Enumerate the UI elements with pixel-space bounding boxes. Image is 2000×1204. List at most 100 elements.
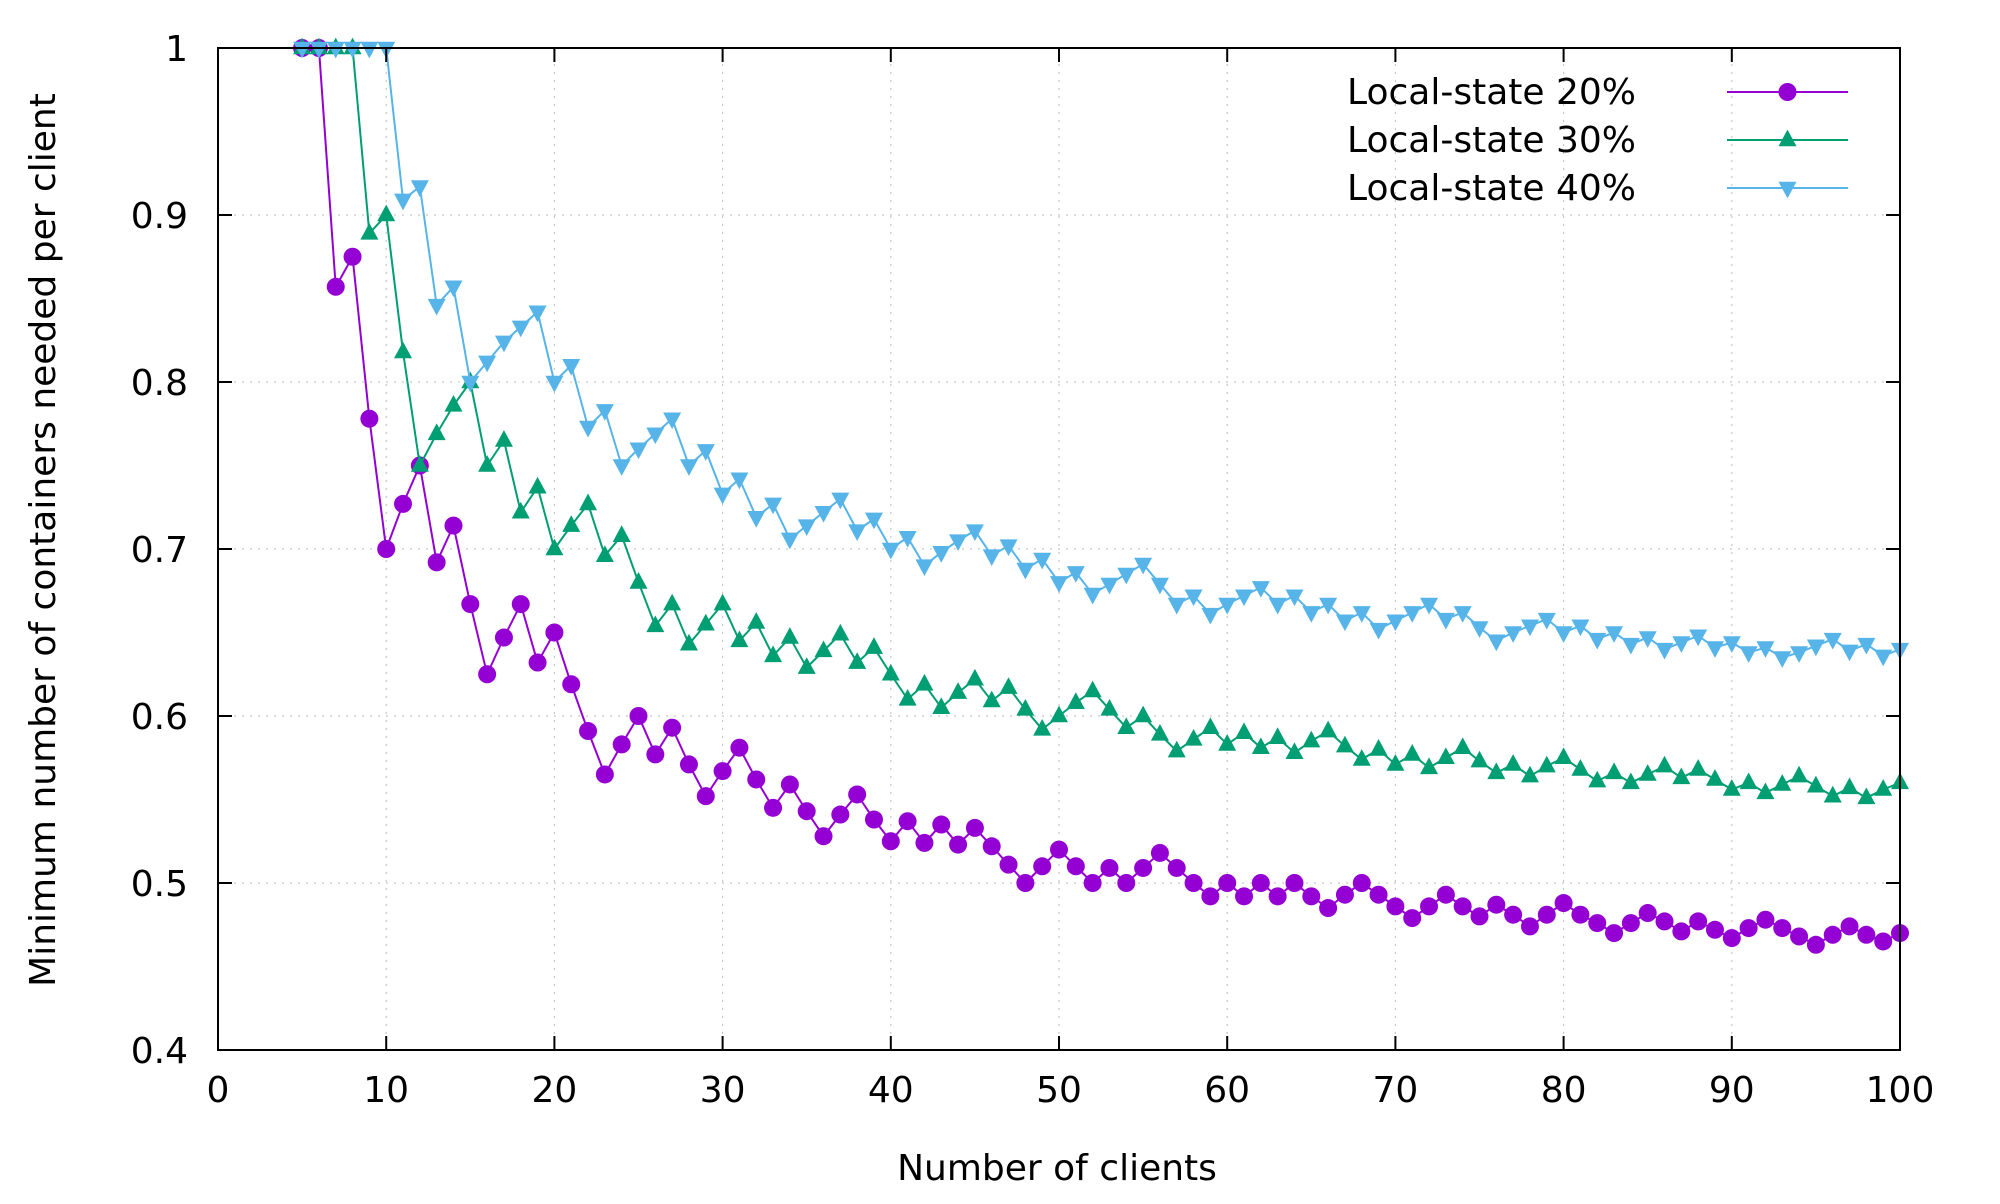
- data-point: [360, 41, 379, 59]
- data-point: [1083, 587, 1102, 605]
- data-point: [629, 572, 648, 589]
- data-point: [1369, 885, 1388, 904]
- data-point: [1638, 764, 1657, 781]
- data-point: [1369, 739, 1388, 756]
- data-point: [1352, 749, 1371, 766]
- data-point: [780, 627, 799, 644]
- data-point: [713, 487, 732, 505]
- data-point: [1689, 912, 1708, 931]
- data-point: [410, 455, 429, 472]
- data-point: [1184, 729, 1203, 746]
- x-tick-label: 10: [363, 1070, 409, 1111]
- data-point: [1201, 887, 1220, 906]
- x-axis-title: Number of clients: [897, 1148, 1217, 1189]
- data-point: [949, 534, 968, 551]
- data-point: [1790, 765, 1809, 783]
- data-point: [797, 657, 816, 674]
- data-point: [1672, 922, 1691, 941]
- data-point: [1352, 874, 1371, 892]
- data-point: [898, 688, 917, 706]
- data-point: [1436, 612, 1455, 630]
- data-point: [965, 668, 984, 686]
- data-point: [831, 805, 850, 824]
- legend-item-2: Local-state 30%: [1347, 120, 1848, 161]
- data-point: [1066, 857, 1085, 876]
- data-point: [814, 640, 833, 658]
- data-point: [747, 510, 766, 528]
- data-point: [1520, 765, 1539, 783]
- data-point: [1050, 840, 1068, 859]
- data-point: [562, 359, 581, 376]
- data-point: [949, 682, 968, 699]
- x-tick-label: 80: [1541, 1070, 1587, 1111]
- data-point: [1100, 858, 1119, 877]
- data-point: [309, 41, 328, 59]
- data-point: [1016, 698, 1035, 716]
- data-point: [1033, 719, 1052, 736]
- data-point: [1335, 885, 1354, 904]
- data-point: [780, 775, 799, 794]
- data-point: [646, 427, 665, 445]
- data-point: [814, 505, 833, 523]
- data-point: [1756, 641, 1775, 658]
- data-point: [1235, 887, 1254, 906]
- data-point: [1840, 644, 1859, 662]
- legend-label: Local-state 30%: [1347, 120, 1636, 161]
- data-point: [1705, 920, 1724, 939]
- data-point: [377, 540, 396, 558]
- data-point: [595, 545, 614, 562]
- data-point: [1302, 730, 1321, 748]
- data-point: [562, 515, 581, 532]
- data-point: [1588, 914, 1607, 933]
- data-point: [377, 204, 396, 222]
- data-point: [1050, 705, 1068, 723]
- data-point: [1739, 646, 1758, 663]
- data-point: [1773, 651, 1792, 668]
- grid: [218, 48, 1900, 1050]
- data-point: [1504, 754, 1523, 771]
- data-point: [1285, 742, 1304, 760]
- data-point: [1285, 874, 1304, 892]
- data-point: [1066, 692, 1085, 709]
- y-tick-label: 0.8: [131, 363, 188, 404]
- data-point: [848, 652, 867, 669]
- data-point: [1184, 589, 1203, 607]
- data-point: [343, 41, 362, 59]
- data-point: [848, 785, 867, 804]
- data-point: [1251, 737, 1270, 755]
- data-point: [1184, 874, 1203, 892]
- data-point: [511, 595, 530, 614]
- legend-item-1: Local-state 20%: [1347, 72, 1848, 113]
- data-point: [730, 738, 749, 757]
- data-point: [1150, 724, 1169, 741]
- data-point: [579, 722, 598, 741]
- data-point: [1739, 919, 1758, 938]
- data-point: [1150, 577, 1169, 595]
- data-point: [1722, 779, 1741, 796]
- data-point: [394, 193, 413, 211]
- y-tick-label: 0.7: [131, 530, 188, 571]
- data-point: [1537, 755, 1556, 773]
- data-point: [1806, 775, 1825, 793]
- data-point: [646, 745, 665, 764]
- data-point: [579, 420, 598, 438]
- data-point: [696, 613, 715, 631]
- data-point: [949, 835, 968, 854]
- y-tick-label: 0.4: [131, 1031, 188, 1072]
- data-point: [1874, 779, 1893, 796]
- x-tick-label: 20: [531, 1070, 577, 1111]
- data-point: [494, 335, 513, 353]
- data-point: [293, 41, 312, 59]
- data-point: [982, 549, 1001, 567]
- data-point: [1520, 917, 1539, 936]
- data-point: [343, 247, 362, 266]
- legend-marker: [1778, 129, 1797, 147]
- x-tick-label: 70: [1372, 1070, 1418, 1111]
- data-point: [1605, 924, 1624, 943]
- data-point: [1201, 607, 1220, 625]
- data-point: [864, 637, 883, 654]
- data-point: [663, 593, 682, 611]
- data-point: [1117, 717, 1136, 734]
- data-point: [1470, 907, 1489, 926]
- data-point: [511, 501, 530, 519]
